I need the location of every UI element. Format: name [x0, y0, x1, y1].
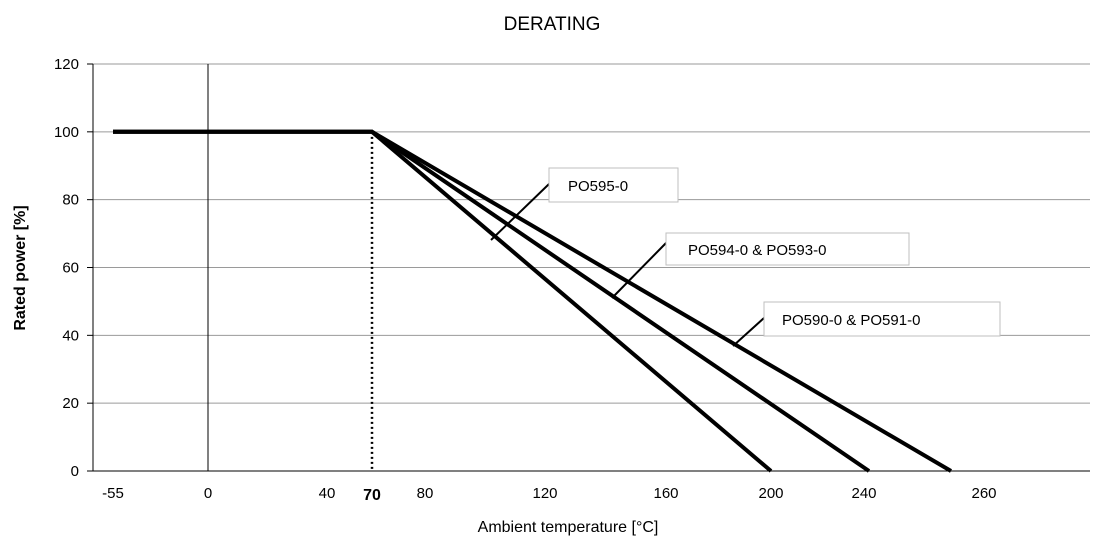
callout-label: PO594-0 & PO593-0 — [688, 242, 826, 259]
y-tick-label: 40 — [62, 327, 79, 344]
x-tick-label: 80 — [417, 485, 434, 502]
x-tick-label: 120 — [532, 485, 557, 502]
y-tick-label: 0 — [71, 463, 79, 480]
series-lines — [113, 129, 953, 473]
chart-title: DERATING — [504, 14, 601, 35]
x-marker-label: 70 — [363, 487, 381, 504]
y-tick-label: 20 — [62, 395, 79, 412]
callout-box — [763, 301, 1001, 337]
series-line — [113, 129, 871, 473]
x-tick-label: 0 — [204, 485, 212, 502]
callout-pointer — [732, 317, 765, 347]
callout-po594: PO594-0 & PO593-0 — [611, 232, 910, 299]
x-tick-label: 200 — [758, 485, 783, 502]
callout-label: PO590-0 & PO591-0 — [782, 312, 920, 329]
x-axis-label: Ambient temperature [°C] — [478, 519, 659, 536]
y-axis-label: Rated power [%] — [12, 205, 29, 330]
y-tick-labels: 0 20 40 60 80 100 120 — [54, 56, 93, 480]
callout-box — [665, 232, 910, 266]
series-line — [113, 129, 953, 473]
callout-pointer — [490, 183, 550, 241]
y-tick-label: 80 — [62, 192, 79, 209]
x-tick-label: 40 — [319, 485, 336, 502]
y-tick-label: 100 — [54, 124, 79, 141]
x-tick-label: 260 — [971, 485, 996, 502]
y-tick-label: 120 — [54, 56, 79, 73]
y-tick-label: 60 — [62, 260, 79, 277]
x-tick-label: 160 — [653, 485, 678, 502]
x-tick-label: -55 — [102, 485, 124, 502]
x-tick-labels: -55 0 40 70 80 120 160 200 240 260 — [102, 485, 996, 504]
callout-pointer — [611, 242, 667, 299]
callout-po595: PO595-0 — [490, 167, 679, 241]
callout-label: PO595-0 — [568, 178, 628, 195]
gridlines — [93, 63, 1090, 404]
callout-box — [548, 167, 679, 203]
x-tick-label: 240 — [851, 485, 876, 502]
callout-po590: PO590-0 & PO591-0 — [732, 301, 1001, 347]
